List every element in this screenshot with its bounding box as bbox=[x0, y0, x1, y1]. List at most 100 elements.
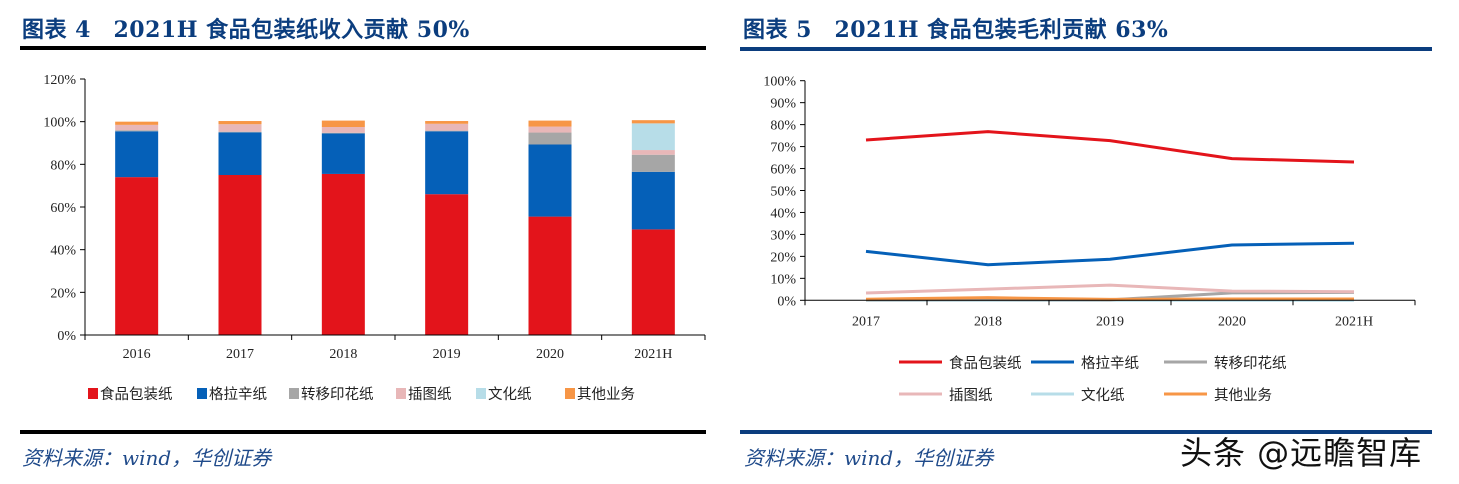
chart2-y-axis: 0% 10% 20% 30% 40% 50% 60% 70% 80% 90% 100% bbox=[763, 75, 806, 309]
chart1-bars bbox=[115, 120, 675, 335]
legend-label: 转移印花纸 bbox=[1214, 355, 1287, 372]
bar-segment bbox=[218, 175, 262, 335]
chart2-title-rule bbox=[740, 47, 1432, 51]
bar-segment bbox=[528, 126, 572, 133]
bar-segment bbox=[425, 194, 469, 335]
legend-swatch bbox=[197, 388, 207, 399]
x-tick-label: 2016 bbox=[123, 347, 151, 362]
x-tick-label: 2018 bbox=[974, 314, 1002, 329]
y-tick-label: 0% bbox=[777, 294, 796, 309]
y-tick-label: 100% bbox=[763, 75, 796, 90]
bar-segment bbox=[528, 144, 572, 217]
bar-segment bbox=[321, 127, 365, 133]
y-tick-label: 0% bbox=[57, 329, 76, 344]
legend-label: 食品包装纸 bbox=[949, 355, 1022, 372]
legend-label: 食品包装纸 bbox=[100, 386, 173, 403]
chart1-bottom-rule bbox=[20, 430, 706, 434]
x-tick-label: 2021H bbox=[1335, 314, 1373, 329]
bar-segment bbox=[115, 131, 159, 178]
series-line bbox=[865, 241, 1355, 267]
legend-label: 格拉辛纸 bbox=[209, 386, 267, 403]
legend-swatch bbox=[88, 388, 98, 399]
bar-segment bbox=[321, 133, 365, 174]
x-tick-label: 2017 bbox=[226, 347, 254, 362]
bar-segment bbox=[528, 120, 572, 127]
bar-segment bbox=[321, 120, 365, 127]
bar-segment bbox=[115, 177, 159, 335]
bar-segment bbox=[425, 121, 469, 124]
chart1-stacked-bar: 0%20%40%60%80%100%120% 2016 2017 2018 2019 2… bbox=[43, 73, 706, 403]
bar-segment bbox=[321, 173, 365, 335]
x-tick-label: 2019 bbox=[433, 347, 461, 362]
legend-swatch bbox=[476, 388, 486, 399]
bar-segment bbox=[425, 131, 469, 195]
legend-swatch bbox=[565, 388, 575, 399]
x-tick-label: 2021H bbox=[634, 347, 672, 362]
series-line bbox=[865, 130, 1355, 164]
series-line bbox=[865, 296, 1354, 301]
bar-segment bbox=[218, 121, 262, 125]
bar-segment bbox=[115, 130, 159, 132]
chart1-legend: 食品包装纸 格拉辛纸 转移印花纸 插图纸 文化纸 其他业务 bbox=[88, 386, 635, 403]
legend-label: 文化纸 bbox=[1081, 387, 1125, 404]
y-tick-label: 90% bbox=[770, 97, 796, 112]
chart1-y-axis: 0% 20% 40% 60% 80% 100% 120% bbox=[43, 73, 86, 344]
y-tick-label: 20% bbox=[770, 250, 796, 265]
bar-segment bbox=[218, 131, 262, 133]
y-tick-label: 30% bbox=[770, 228, 796, 243]
legend-swatch bbox=[396, 388, 406, 399]
chart1-title-rule bbox=[20, 46, 706, 50]
bar-segment bbox=[218, 132, 262, 175]
chart2-line-chart: 0%10%20%30%40%50%60%70%80%90%100% 2017 20… bbox=[763, 75, 1416, 404]
y-tick-label: 70% bbox=[770, 141, 796, 156]
chart2-x-axis: 2017 2018 2019 2020 2021H bbox=[804, 299, 1416, 329]
chart2-source: 资料来源：wind，华创证券 bbox=[744, 446, 994, 470]
y-tick-label: 60% bbox=[770, 163, 796, 178]
chart2-bottom-rule bbox=[740, 430, 1432, 434]
x-tick-label: 2018 bbox=[329, 347, 357, 362]
bar-segment bbox=[115, 121, 159, 125]
x-tick-label: 2020 bbox=[536, 347, 564, 362]
bar-segment bbox=[115, 124, 159, 131]
y-tick-label: 80% bbox=[770, 119, 796, 134]
legend-label: 转移印花纸 bbox=[301, 386, 374, 403]
legend-label: 插图纸 bbox=[408, 386, 452, 403]
legend-label: 其他业务 bbox=[1214, 387, 1272, 404]
bar-segment bbox=[631, 150, 675, 155]
chart1-source: 资料来源：wind，华创证券 bbox=[22, 446, 272, 470]
x-tick-label: 2017 bbox=[852, 314, 880, 329]
legend-label: 其他业务 bbox=[577, 386, 635, 403]
bar-segment bbox=[631, 120, 675, 124]
y-tick-label: 120% bbox=[43, 73, 76, 88]
y-tick-label: 60% bbox=[50, 201, 76, 216]
bar-segment bbox=[425, 130, 469, 132]
y-tick-label: 20% bbox=[50, 286, 76, 301]
y-tick-label: 50% bbox=[770, 185, 796, 200]
bar-segment bbox=[528, 132, 572, 145]
bar-segment bbox=[631, 123, 675, 151]
x-tick-label: 2020 bbox=[1218, 314, 1246, 329]
bar-segment bbox=[425, 123, 469, 131]
x-tick-label: 2019 bbox=[1096, 314, 1124, 329]
watermark: 头条 @远瞻智库 bbox=[1180, 434, 1423, 472]
y-tick-label: 100% bbox=[43, 116, 76, 131]
chart2-title: 图表 5 2021H 食品包装毛利贡献 63% bbox=[743, 17, 1169, 43]
chart1-x-axis: 2016 2017 2018 2019 2020 2021H bbox=[84, 334, 706, 362]
bar-segment bbox=[631, 171, 675, 230]
legend-label: 格拉辛纸 bbox=[1081, 355, 1139, 372]
bar-segment bbox=[218, 124, 262, 132]
y-tick-label: 10% bbox=[770, 272, 796, 287]
bar-segment bbox=[528, 216, 572, 335]
y-tick-label: 40% bbox=[770, 206, 796, 221]
legend-swatch bbox=[289, 388, 299, 399]
y-tick-label: 80% bbox=[50, 158, 76, 173]
bar-segment bbox=[631, 154, 675, 172]
y-tick-label: 40% bbox=[50, 244, 76, 259]
chart2-lines bbox=[865, 130, 1355, 302]
bar-segment bbox=[321, 132, 365, 134]
bar-segment bbox=[631, 229, 675, 335]
series-line bbox=[865, 283, 1355, 295]
legend-label: 插图纸 bbox=[949, 387, 993, 404]
legend-label: 文化纸 bbox=[488, 386, 532, 403]
